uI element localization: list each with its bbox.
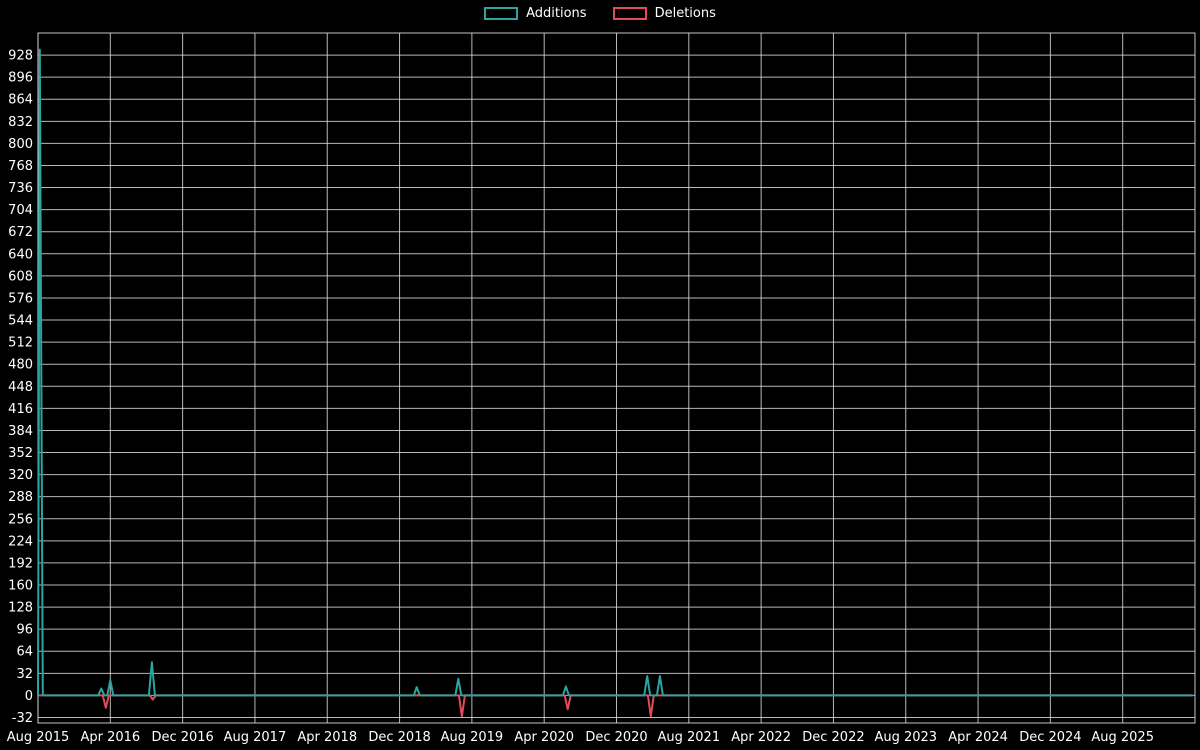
y-tick-label: 544	[8, 314, 33, 329]
x-tick-label: Aug 2025	[1091, 730, 1154, 745]
y-tick-label: 576	[8, 291, 33, 306]
y-tick-label: 448	[8, 380, 33, 395]
deletions-swatch	[612, 7, 647, 20]
deletions-line	[37, 694, 1194, 718]
y-tick-label: 192	[8, 556, 33, 571]
y-tick-label: 672	[8, 225, 33, 240]
additions-line	[37, 48, 1194, 697]
chart-legend: Additions Deletions	[0, 6, 1200, 21]
y-tick-label: 896	[8, 71, 33, 86]
y-tick-label: -32	[12, 711, 33, 726]
x-tick-label: Dec 2018	[368, 730, 430, 745]
y-tick-label: 416	[8, 402, 33, 417]
additions-legend-label: Additions	[526, 6, 587, 21]
y-tick-label: 288	[8, 490, 33, 505]
x-tick-label: Dec 2024	[1019, 730, 1081, 745]
y-tick-label: 64	[16, 645, 33, 660]
y-tick-label: 256	[8, 512, 33, 527]
deletions-legend-label: Deletions	[654, 6, 716, 21]
y-tick-label: 928	[8, 49, 33, 64]
additions-swatch	[484, 7, 519, 20]
y-tick-label: 320	[8, 468, 33, 483]
y-tick-label: 832	[8, 115, 33, 130]
y-tick-label: 736	[8, 181, 33, 196]
y-tick-label: 864	[8, 93, 33, 108]
y-tick-label: 640	[8, 247, 33, 262]
y-tick-label: 96	[16, 623, 33, 638]
y-tick-label: 608	[8, 269, 33, 284]
y-tick-label: 128	[8, 601, 33, 616]
y-tick-label: 704	[8, 203, 33, 218]
x-tick-label: Dec 2022	[802, 730, 864, 745]
legend-item-additions[interactable]: Additions	[484, 6, 587, 21]
y-tick-label: 768	[8, 159, 33, 174]
x-tick-label: Aug 2021	[658, 730, 721, 745]
y-tick-label: 224	[8, 534, 33, 549]
x-tick-label: Apr 2018	[297, 730, 357, 745]
x-tick-label: Apr 2024	[948, 730, 1008, 745]
y-tick-label: 0	[25, 689, 33, 704]
legend-item-deletions[interactable]: Deletions	[612, 6, 716, 21]
x-tick-label: Apr 2022	[731, 730, 791, 745]
y-tick-label: 352	[8, 446, 33, 461]
y-tick-label: 512	[8, 336, 33, 351]
x-tick-label: Apr 2020	[514, 730, 574, 745]
x-tick-label: Aug 2017	[224, 730, 287, 745]
x-tick-label: Apr 2016	[80, 730, 140, 745]
y-tick-label: 32	[16, 667, 33, 682]
x-tick-label: Aug 2015	[7, 730, 70, 745]
x-tick-label: Dec 2020	[585, 730, 647, 745]
y-tick-label: 480	[8, 358, 33, 373]
x-tick-label: Aug 2019	[441, 730, 504, 745]
x-tick-label: Aug 2023	[874, 730, 937, 745]
y-tick-label: 800	[8, 137, 33, 152]
x-tick-label: Dec 2016	[151, 730, 213, 745]
y-tick-label: 160	[8, 579, 33, 594]
y-tick-label: 384	[8, 424, 33, 439]
